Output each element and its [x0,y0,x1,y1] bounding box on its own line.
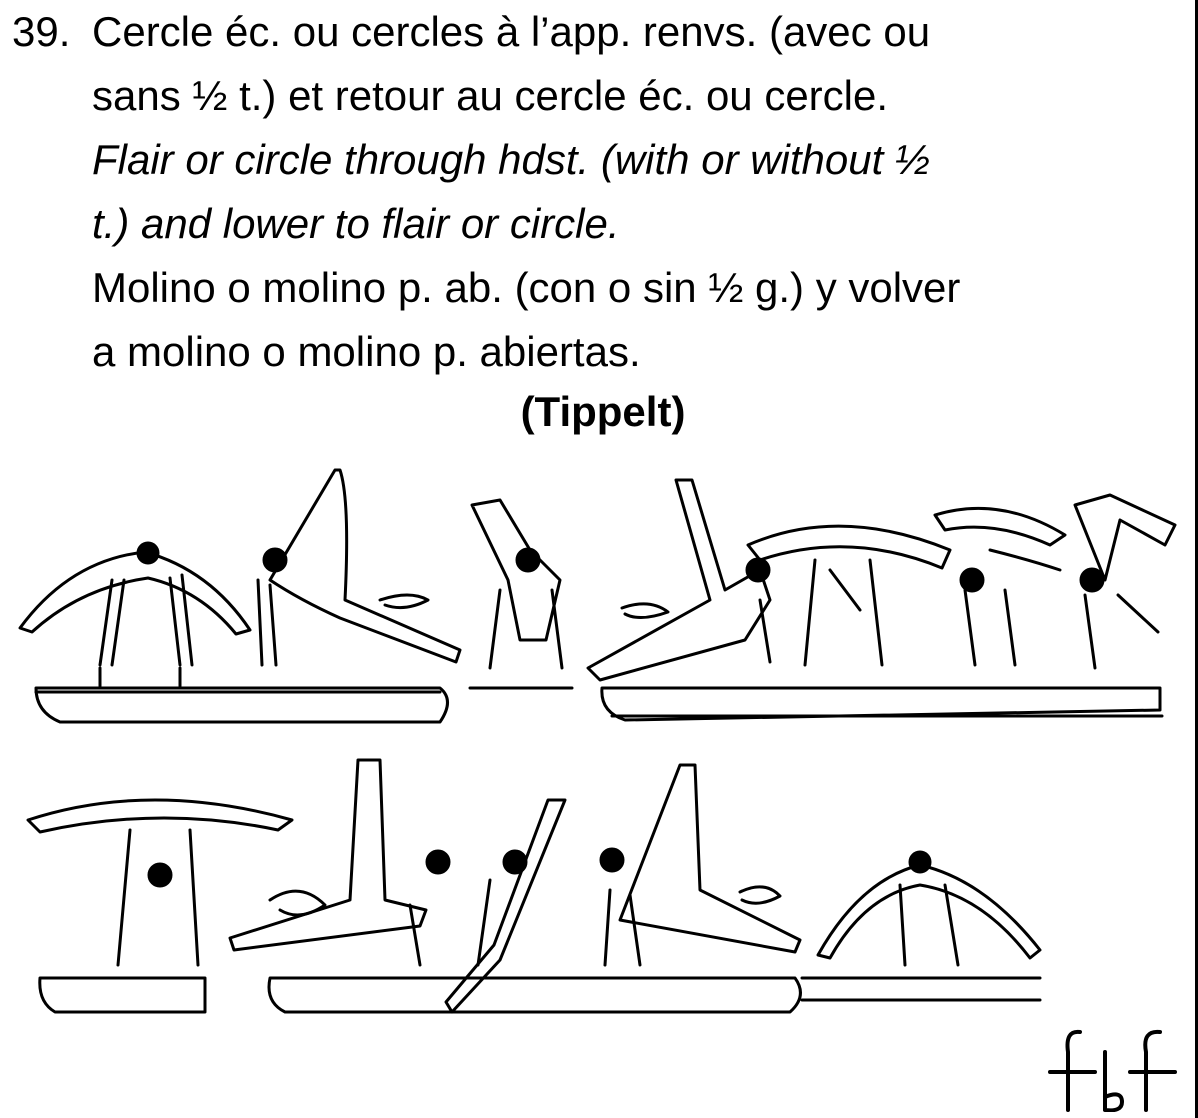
author-credit: (Tippelt) [520,388,686,435]
element-description: Cercle éc. ou cercles à l’app. renvs. (a… [92,0,1182,384]
gymnast-figure-3 [470,498,564,670]
gymnast-figure-7 [1073,493,1177,670]
pommel-horse-bottom-middle [267,976,802,1014]
gymnast-figure-11 [599,763,802,967]
french-line-1: Cercle éc. ou cercles à l’app. renvs. (a… [92,8,931,55]
gymnast-figure-6 [933,506,1067,667]
gymnast-figure-4 [586,478,772,682]
gymnast-figure-9 [228,758,451,967]
english-line-2: t.) and lower to flair or circle. [92,200,620,247]
spanish-line-2: a molino o molino p. abiertas. [92,328,641,375]
gymnast-figure-5 [746,524,952,667]
pommel-horse-top-right [600,686,1164,722]
gymnast-figure-12 [816,850,1042,967]
french-line-2: sans ½ t.) et retour au cercle éc. ou ce… [92,72,889,119]
english-line-1: Flair or circle through hdst. (with or w… [92,136,930,183]
element-number: 39. [12,8,71,55]
pommel-horse-top-left [34,686,574,724]
gymnast-figure-10 [444,798,567,1014]
gymnast-figure-2 [256,468,462,667]
pommel-horse-bottom-right [800,976,1042,1002]
fbf-logo [1048,1029,1177,1112]
gymnast-sequence-illustration [18,468,1177,1014]
page-right-border [1195,0,1198,1118]
gymnast-figure-1 [18,541,252,688]
spanish-line-1: Molino o molino p. ab. (con o sin ½ g.) … [92,264,961,311]
gymnast-figure-8 [26,798,294,967]
pommel-horse-bottom-left [38,976,207,1014]
